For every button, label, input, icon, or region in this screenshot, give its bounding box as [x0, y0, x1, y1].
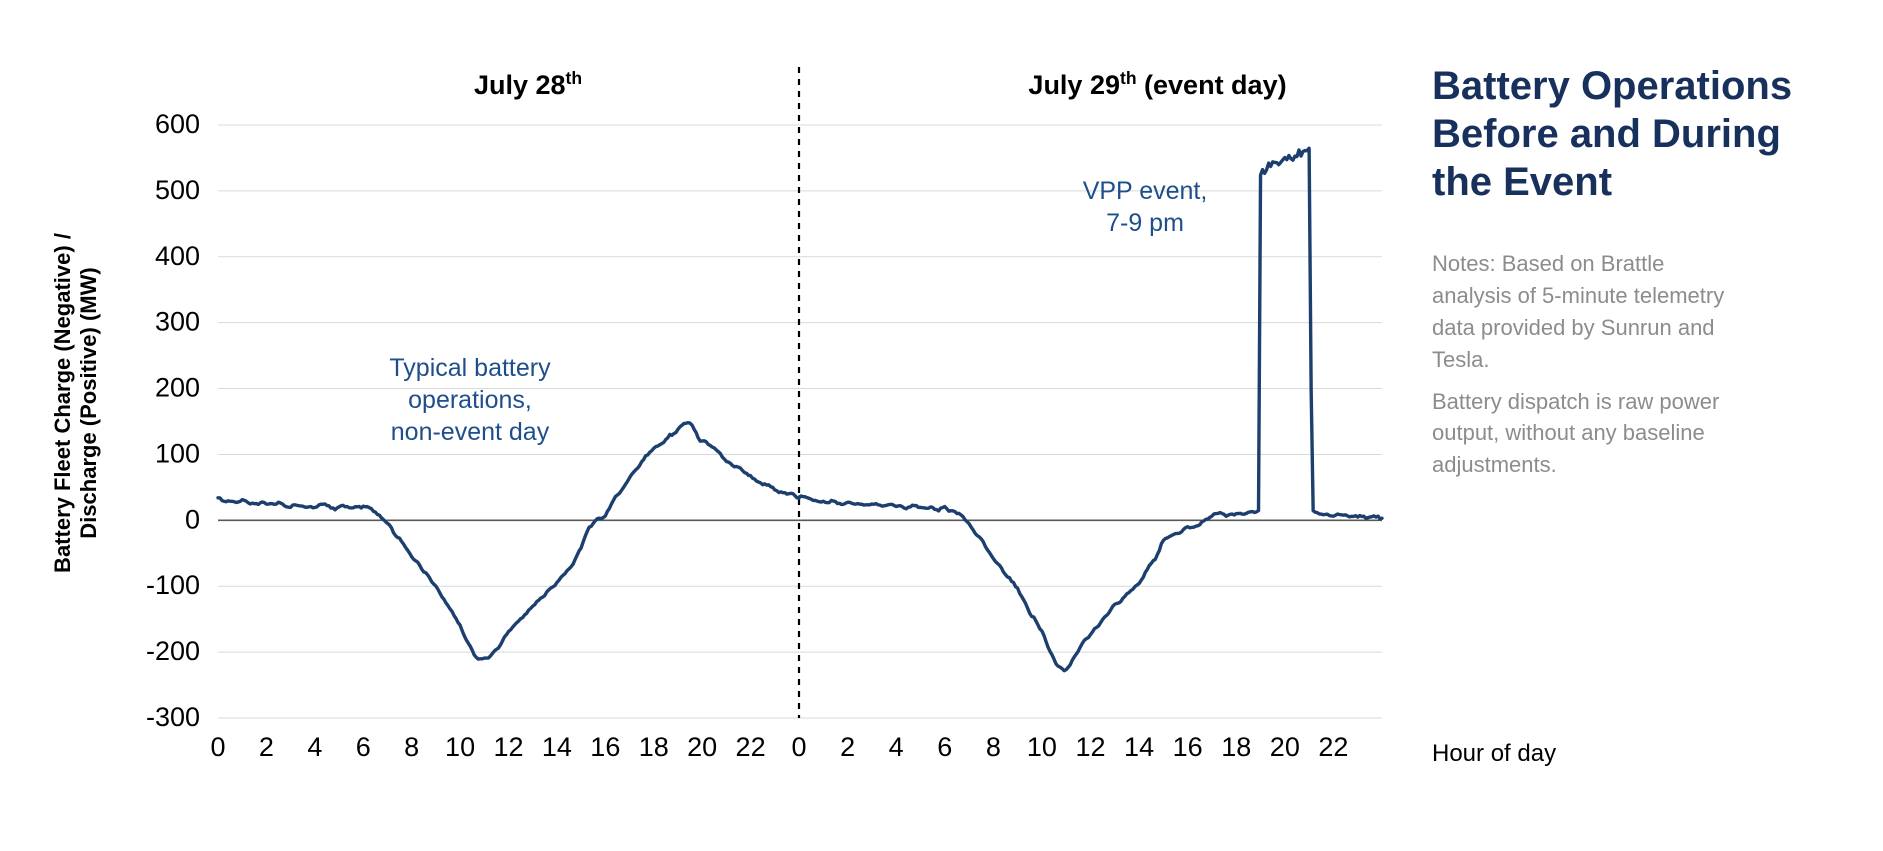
svg-text:-100: -100	[146, 570, 200, 600]
svg-text:4: 4	[307, 732, 322, 762]
svg-text:-200: -200	[146, 636, 200, 666]
svg-text:8: 8	[986, 732, 1001, 762]
svg-text:18: 18	[1221, 732, 1251, 762]
svg-text:2: 2	[840, 732, 855, 762]
svg-text:500: 500	[155, 175, 200, 205]
svg-text:0: 0	[791, 732, 806, 762]
svg-text:14: 14	[542, 732, 572, 762]
svg-text:600: 600	[155, 109, 200, 139]
svg-text:16: 16	[590, 732, 620, 762]
svg-text:20: 20	[1270, 732, 1300, 762]
svg-text:0: 0	[185, 504, 200, 534]
svg-text:100: 100	[155, 438, 200, 468]
svg-text:22: 22	[736, 732, 766, 762]
svg-text:12: 12	[1075, 732, 1105, 762]
svg-text:200: 200	[155, 373, 200, 403]
svg-text:18: 18	[639, 732, 669, 762]
svg-text:4: 4	[889, 732, 904, 762]
svg-text:2: 2	[259, 732, 274, 762]
svg-text:6: 6	[937, 732, 952, 762]
svg-text:-300: -300	[146, 702, 200, 732]
svg-text:10: 10	[445, 732, 475, 762]
svg-text:0: 0	[210, 732, 225, 762]
svg-text:20: 20	[687, 732, 717, 762]
svg-text:16: 16	[1173, 732, 1203, 762]
svg-text:14: 14	[1124, 732, 1154, 762]
svg-text:400: 400	[155, 241, 200, 271]
svg-text:10: 10	[1027, 732, 1057, 762]
svg-text:8: 8	[404, 732, 419, 762]
svg-text:300: 300	[155, 307, 200, 337]
svg-text:12: 12	[493, 732, 523, 762]
svg-text:22: 22	[1318, 732, 1348, 762]
svg-text:6: 6	[356, 732, 371, 762]
